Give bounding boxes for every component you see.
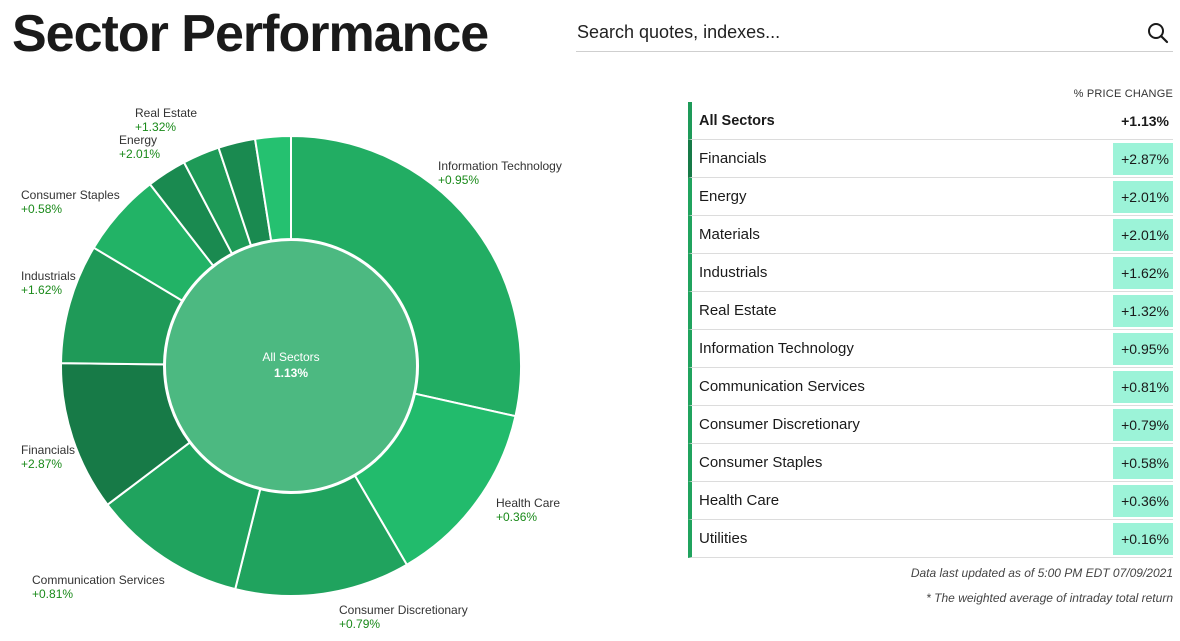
sector-change: +1.62% — [1113, 256, 1173, 289]
sector-change: +2.87% — [1113, 142, 1173, 175]
search-bar — [576, 14, 1173, 52]
table-row[interactable]: Materials +2.01% — [688, 216, 1173, 254]
sector-name: Financials — [699, 150, 767, 167]
center-label: All Sectors — [262, 350, 319, 364]
sector-name: Health Care — [699, 492, 780, 509]
sector-name: Materials — [699, 226, 760, 243]
slice-value-label: +0.58% — [21, 202, 62, 216]
sector-change: +0.58% — [1113, 446, 1173, 479]
donut-svg: Information Technology+0.95%Health Care+… — [21, 106, 562, 631]
table-row[interactable]: Real Estate +1.32% — [688, 292, 1173, 330]
sector-change: +0.81% — [1113, 370, 1173, 403]
center-value: 1.13% — [274, 366, 308, 380]
slice-value-label: +2.87% — [21, 457, 62, 471]
sector-change: +2.01% — [1113, 218, 1173, 251]
table-header: % PRICE CHANGE — [1073, 88, 1173, 100]
table-row[interactable]: Consumer Staples +0.58% — [688, 444, 1173, 482]
footnote-updated: Data last updated as of 5:00 PM EDT 07/0… — [910, 566, 1173, 580]
slice-label: Energy — [119, 133, 157, 147]
sector-name: Information Technology — [699, 340, 854, 357]
sector-change: +2.01% — [1113, 180, 1173, 213]
slice-value-label: +0.95% — [438, 173, 479, 187]
table-row[interactable]: Health Care +0.36% — [688, 482, 1173, 520]
slice-label: Health Care — [496, 496, 560, 510]
sector-name: Communication Services — [699, 378, 865, 395]
slice-label: Real Estate — [135, 106, 197, 120]
slice-value-label: +2.01% — [119, 147, 160, 161]
slice-value-label: +0.81% — [32, 587, 73, 601]
sector-change: +0.95% — [1113, 332, 1173, 365]
center-circle[interactable] — [164, 239, 418, 493]
sector-name: Real Estate — [699, 302, 777, 319]
table-row[interactable]: Communication Services +0.81% — [688, 368, 1173, 406]
sector-change: +0.36% — [1113, 484, 1173, 517]
slice-value-label: +1.62% — [21, 283, 62, 297]
slice-label: Industrials — [21, 269, 76, 283]
footnote-weighted: * The weighted average of intraday total… — [926, 591, 1173, 605]
slice-value-label: +0.36% — [496, 510, 537, 524]
sector-name: Utilities — [699, 530, 748, 547]
sector-change: +0.16% — [1113, 522, 1173, 555]
sector-name: Consumer Staples — [699, 454, 823, 471]
table-row[interactable]: Industrials +1.62% — [688, 254, 1173, 292]
page-title: Sector Performance — [12, 5, 489, 63]
sector-name: Energy — [699, 188, 747, 205]
sector-name: All Sectors — [699, 112, 775, 129]
table-rows: All Sectors +1.13% Financials +2.87% Energy +… — [688, 102, 1173, 558]
sector-name: Consumer Discretionary — [699, 416, 860, 433]
slice-label: Consumer Discretionary — [339, 603, 468, 617]
table-row[interactable]: Consumer Discretionary +0.79% — [688, 406, 1173, 444]
search-icon[interactable] — [1145, 20, 1171, 46]
table-row[interactable]: Information Technology +0.95% — [688, 330, 1173, 368]
sector-donut-chart: Information Technology +0.95% Health Care +… — [0, 70, 580, 641]
sector-change: +0.79% — [1113, 408, 1173, 441]
slice-label: Communication Services — [32, 573, 165, 587]
table-row[interactable]: Financials +2.87% — [688, 140, 1173, 178]
slice-value-label: +0.79% — [339, 617, 380, 631]
slice-label: Information Technology — [438, 159, 562, 173]
table-row[interactable]: Utilities +0.16% — [688, 520, 1173, 558]
table-row[interactable]: Energy +2.01% — [688, 178, 1173, 216]
sector-change: +1.32% — [1113, 294, 1173, 327]
slice-label: Consumer Staples — [21, 188, 120, 202]
sector-name: Industrials — [699, 264, 768, 281]
table-row[interactable]: All Sectors +1.13% — [688, 102, 1173, 140]
slice-value-label: +1.32% — [135, 120, 176, 134]
search-input[interactable] — [576, 14, 1116, 51]
sector-table: % PRICE CHANGE All Sectors +1.13% Financia… — [688, 86, 1173, 558]
sector-change: +1.13% — [1121, 112, 1169, 129]
slice-label: Financials — [21, 443, 75, 457]
